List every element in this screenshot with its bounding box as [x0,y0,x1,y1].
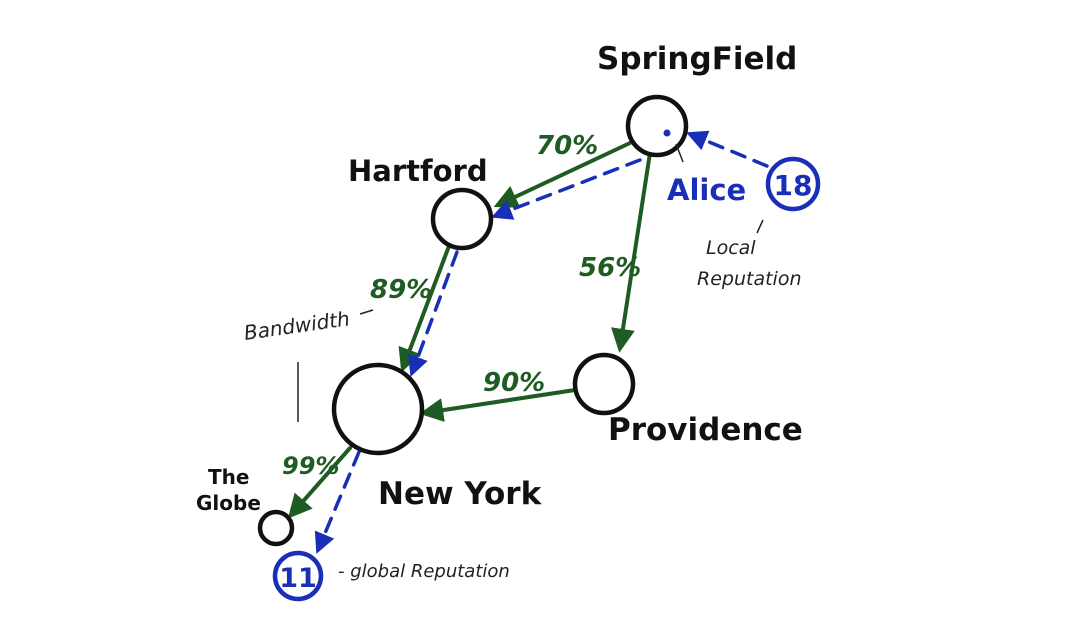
reputation-flow-newyork-global [314,450,361,554]
alice-pointer-line [675,143,684,163]
bandwidth-hartford-newyork: 89% [370,275,432,305]
bandwidth-springfield-hartford: 70% [536,131,598,161]
local-reputation-value: 18 [774,169,813,202]
reputation-flow-hartford-newyork [408,250,459,377]
bandwidth-pointer-line [359,309,374,315]
node-the-globe [257,509,295,547]
node-providence [572,352,636,416]
edge-springfield-providence [611,151,652,353]
global-reputation-badge [272,550,324,602]
reputation-flow-springfield-hartford [491,158,642,220]
global-reputation-label: - global Reputation [338,561,510,582]
local-reputation-label-line1: Local [706,237,756,259]
bandwidth-springfield-providence: 56% [579,253,641,283]
label-the-globe-line2: Globe [196,491,261,515]
label-bandwidth: Bandwidth [242,306,351,345]
label-providence: Providence [608,412,803,448]
bandwidth-newyork-globe: 99% [282,452,339,480]
edge-springfield-hartford [493,141,632,208]
reputation-flow-alice-springfield [686,130,769,168]
edge-newyork-globe [287,446,352,519]
edge-providence-newyork [419,388,577,422]
node-springfield [625,94,689,158]
local-reputation-label-line2: Reputation [697,268,801,290]
local-reputation-pointer-line [756,219,764,234]
node-hartford [430,187,494,251]
edge-hartford-newyork [398,244,451,373]
label-the-globe-line1: The [208,465,249,489]
alice-dot [663,129,671,137]
node-new-york [331,362,425,456]
label-alice: Alice [667,173,746,207]
bandwidth-providence-newyork: 90% [483,368,545,398]
label-hartford: Hartford [348,154,488,188]
label-new-york: New York [378,476,543,512]
label-springfield: SpringField [597,41,797,77]
global-reputation-value: 11 [279,563,317,594]
local-reputation-badge [765,156,821,212]
